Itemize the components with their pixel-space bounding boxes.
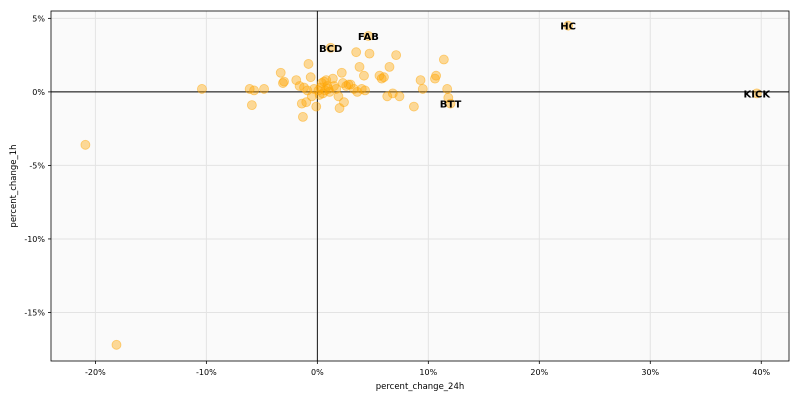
x-tick-label: -20% [85,368,106,377]
data-point [325,42,336,53]
data-point [249,85,259,96]
point-annotation-label: BCD [319,44,342,55]
data-point [445,98,456,109]
data-point [351,47,362,58]
data-point [417,84,428,94]
data-point [379,72,389,83]
x-tick-label: 10% [419,368,437,377]
data-point [415,75,426,86]
x-tick-label: 40% [752,368,770,377]
data-point [197,84,207,94]
data-point [301,97,312,108]
x-tick-label: 0% [311,368,324,377]
data-point [275,67,286,78]
point-annotation-label: FAB [358,32,379,43]
data-point [246,100,257,111]
data-point [354,61,365,72]
data-point [438,54,449,65]
x-tick-label: 20% [530,368,548,377]
data-point [336,67,347,78]
data-point [111,339,122,350]
data-point [364,48,375,59]
data-point [431,70,441,81]
data-point [363,31,374,41]
y-tick-label: -15% [24,308,45,317]
point-annotation-label: HC [560,22,576,33]
data-point [303,59,314,69]
data-point [311,101,322,112]
point-annotation-label: KICK [744,89,772,100]
data-point [298,111,308,122]
data-point [751,88,762,99]
data-point [339,97,349,108]
y-tick-label: 5% [32,14,45,23]
data-point [305,72,316,83]
point-annotations: HC FAB BCD KICK BTT [319,22,771,111]
y-tick-label: -10% [24,235,45,244]
data-point [408,101,419,112]
x-axis-ticks: -20% -10% 0% 10% 20% 30% 40% [85,361,771,377]
data-point [563,20,574,31]
data-point [278,78,288,88]
data-point [80,139,91,150]
data-point [333,91,344,102]
data-point [359,70,369,81]
data-point [306,91,317,102]
y-tick-label: -5% [29,161,45,170]
y-axis-title: percent_change_1h [9,144,19,227]
data-point [394,91,405,102]
data-point [384,61,395,72]
data-point [391,50,402,61]
data-point [443,92,454,103]
data-point [360,85,370,96]
point-annotation-label: BTT [440,100,462,111]
data-point [382,91,393,102]
x-axis-title: percent_change_24h [376,382,465,392]
data-point [259,84,269,94]
data-points [80,20,762,350]
data-point [279,76,289,87]
x-tick-label: -10% [196,368,217,377]
y-axis-ticks: 5% 0% -5% -10% -15% [24,14,51,317]
data-point [442,84,453,94]
data-point [331,84,342,94]
y-tick-label: 0% [32,88,45,97]
data-point [327,73,338,84]
reference-lines [51,11,789,361]
plot-frame [50,10,790,362]
plot-background [51,11,789,361]
data-point [291,75,302,86]
x-tick-label: 30% [641,368,659,377]
